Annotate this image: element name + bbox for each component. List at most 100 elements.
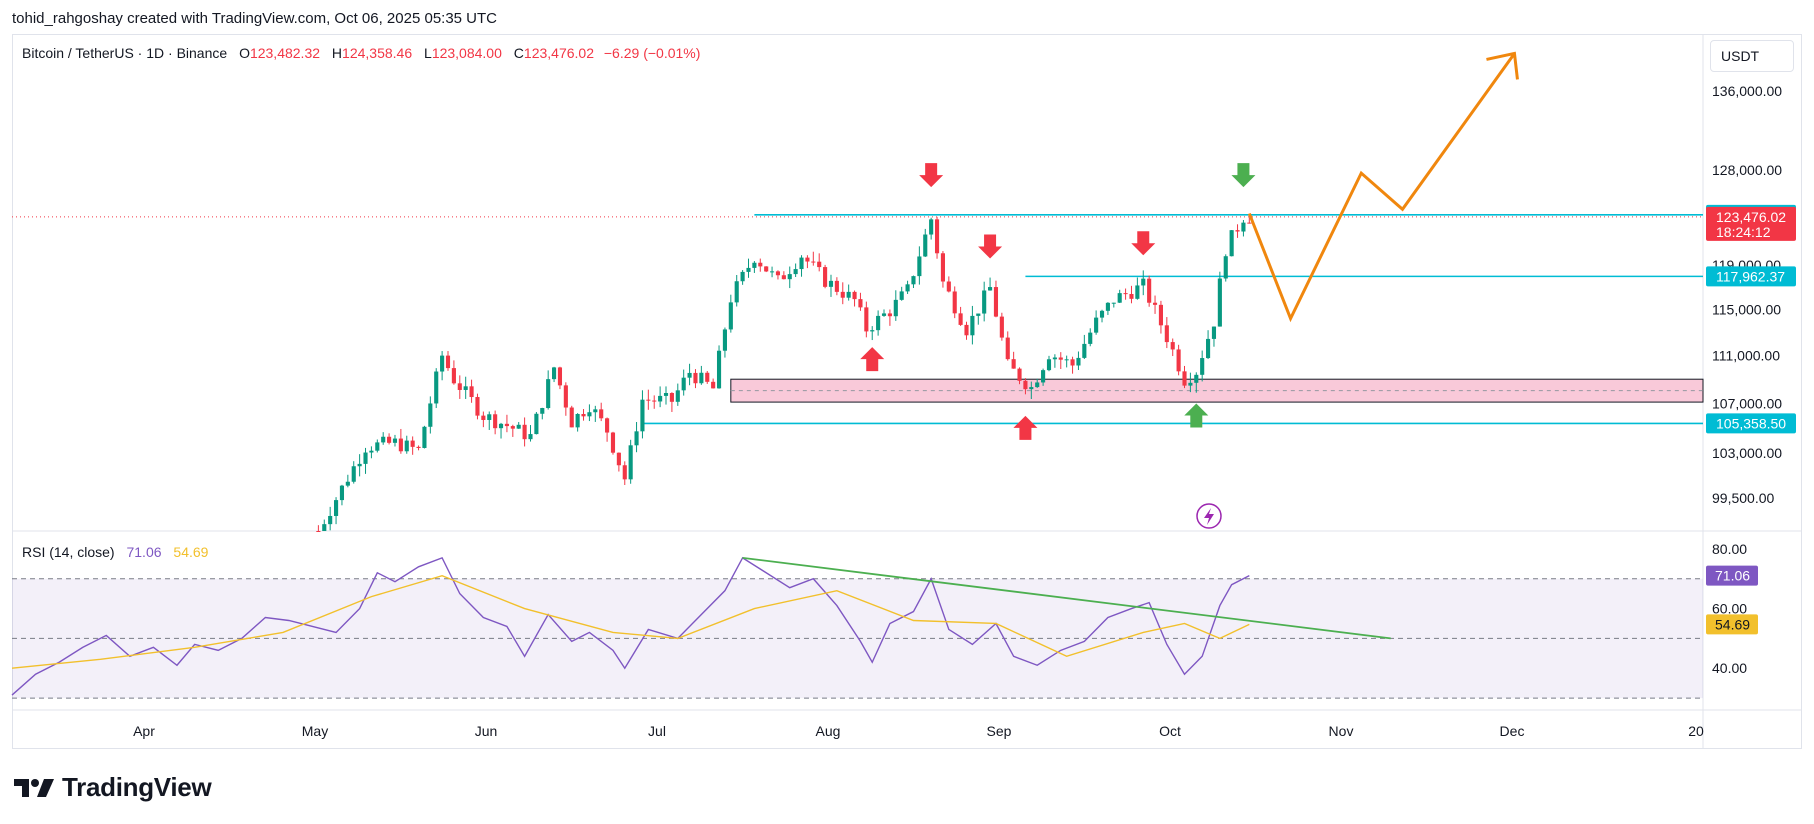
candle-body — [734, 281, 739, 303]
candle — [1023, 378, 1028, 395]
candle-body — [1211, 326, 1217, 339]
candle-body — [946, 281, 951, 292]
candle — [610, 431, 616, 455]
candle — [1206, 330, 1211, 360]
currency-button[interactable]: USDT — [1710, 40, 1794, 72]
symbol-name[interactable]: Bitcoin / TetherUS · 1D · Binance — [22, 45, 228, 61]
candle — [605, 417, 610, 442]
price-chart[interactable]: 136,000.00128,000.00119,000.00115,000.00… — [0, 0, 1814, 760]
candle-body — [893, 299, 898, 317]
candle-body — [811, 261, 816, 263]
rsi-label[interactable]: RSI (14, close) — [22, 544, 115, 560]
candle-body — [1076, 357, 1081, 366]
candle — [487, 411, 492, 430]
candle-body — [658, 395, 663, 402]
candle-body — [764, 266, 769, 272]
candle-body — [1082, 343, 1087, 358]
candle-body — [316, 531, 321, 532]
candle — [404, 435, 409, 454]
candle — [811, 251, 816, 266]
candle — [775, 270, 781, 280]
candle-body — [546, 379, 551, 409]
candle-body — [522, 424, 527, 440]
marker-arrow-down-2 — [1131, 231, 1156, 256]
candle-body — [923, 234, 928, 257]
candle-body — [799, 257, 804, 270]
marker-arrow-down-3 — [1231, 163, 1256, 188]
candle — [828, 274, 834, 297]
candle-body — [434, 371, 439, 404]
candle-body — [1235, 230, 1240, 232]
candle — [540, 407, 545, 420]
brand[interactable]: TradingView — [14, 772, 212, 803]
candle — [852, 290, 857, 307]
candle — [481, 411, 486, 428]
candle — [1052, 354, 1057, 368]
candle-body — [840, 291, 845, 298]
candle — [416, 445, 421, 451]
candle — [646, 389, 651, 410]
marker-arrow-up-4 — [860, 347, 885, 372]
candle — [711, 378, 716, 389]
candle — [1235, 224, 1240, 238]
candle — [1176, 344, 1181, 376]
candle — [1070, 356, 1075, 374]
candle-body — [628, 445, 633, 480]
low-value: 123,084.00 — [431, 45, 502, 61]
candle — [569, 405, 574, 428]
level-label-1: 117,962.37 — [1716, 268, 1785, 284]
candle — [1164, 317, 1169, 349]
candle — [705, 371, 710, 384]
candle — [333, 497, 339, 525]
candle — [870, 326, 875, 341]
candle — [516, 422, 521, 429]
candle — [575, 413, 580, 432]
candle-body — [805, 257, 810, 262]
candle-body — [504, 423, 509, 427]
rsi-trendline — [742, 556, 1391, 640]
candle-body — [852, 291, 857, 300]
candle — [681, 369, 686, 396]
candle-body — [1017, 368, 1022, 381]
candle — [563, 382, 568, 416]
candle-body — [1099, 310, 1105, 318]
price-tick-0: 136,000.00 — [1712, 83, 1782, 99]
candle-body — [864, 307, 869, 332]
candle-body — [428, 403, 433, 427]
candle-body — [970, 315, 975, 336]
candle-body — [1035, 382, 1040, 388]
candle — [993, 280, 999, 318]
candle-body — [1070, 359, 1075, 366]
candle — [988, 277, 993, 291]
candle — [316, 525, 321, 532]
candle-body — [345, 481, 350, 486]
candle-body — [575, 413, 580, 428]
candle-body — [599, 409, 604, 419]
candle-body — [540, 408, 545, 414]
candle-body — [398, 438, 403, 452]
candle — [734, 275, 739, 307]
candle-body — [1117, 293, 1122, 303]
candle-body — [610, 432, 616, 453]
price-tick-5: 107,000.00 — [1712, 395, 1782, 411]
candle — [445, 351, 451, 371]
rsi-ma-label: 54.69 — [1715, 616, 1750, 632]
candle-body — [475, 397, 480, 416]
candle-body — [357, 463, 362, 467]
candle-body — [481, 415, 486, 420]
candle-body — [392, 438, 398, 443]
candle-body — [940, 253, 945, 282]
candle — [982, 281, 987, 322]
candle — [1170, 338, 1175, 357]
candle-body — [1046, 359, 1052, 371]
candle — [1135, 277, 1140, 300]
candle — [1147, 275, 1152, 307]
price-tick-1: 128,000.00 — [1712, 162, 1782, 178]
candle-body — [493, 414, 498, 429]
candle-body — [728, 302, 733, 330]
candle — [929, 217, 934, 240]
symbol-legend: Bitcoin / TetherUS · 1D · Binance O123,4… — [22, 45, 700, 61]
candle-body — [422, 426, 427, 448]
candle — [1117, 289, 1122, 304]
candle-body — [964, 324, 969, 336]
